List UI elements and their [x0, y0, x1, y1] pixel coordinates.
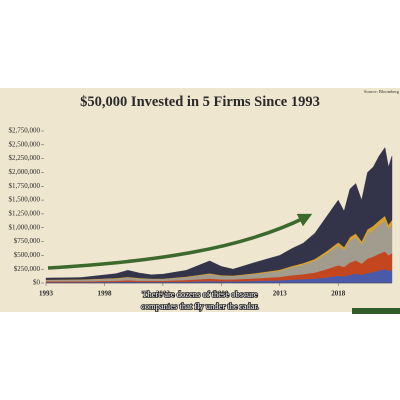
y-tick-label: $1,000,000 — [9, 223, 41, 231]
y-tick-label: $0 — [33, 279, 41, 287]
x-tick-label: 1998 — [97, 290, 112, 298]
x-tick-label: 2013 — [273, 290, 288, 298]
caption: There are dozens of these obscure — [142, 289, 258, 299]
y-tick-label: $2,250,000 — [9, 154, 41, 162]
source-note: Source: Bloomberg — [364, 89, 400, 94]
x-tick-label: 2003 — [156, 290, 171, 298]
y-tick-label: $1,750,000 — [9, 182, 41, 190]
y-tick-label: $250,000 — [14, 265, 41, 273]
plot-area: $0 $250,000 $500,000 $750,000 $1,000,000 $1,2… — [9, 127, 393, 298]
y-tick-label: $750,000 — [14, 237, 41, 245]
area-series — [45, 147, 393, 280]
y-tick-label: $500,000 — [14, 251, 41, 259]
chart-title: $50,000 Invested in 5 Firms Since 1993 — [80, 94, 320, 110]
x-tick-label: 2008 — [214, 290, 229, 298]
y-tick-label: $2,000,000 — [9, 168, 41, 176]
trend-arrow — [47, 213, 313, 270]
caption: companies that fly under the radar. — [141, 301, 259, 311]
y-tick-label: $2,500,000 — [9, 140, 41, 148]
y-tick-label: $2,750,000 — [9, 127, 41, 135]
x-tick-label: 1993 — [39, 290, 54, 298]
y-tick-label: $1,250,000 — [9, 210, 41, 218]
corner-banner — [352, 308, 400, 314]
y-tick-label: $1,500,000 — [9, 196, 41, 204]
x-tick-label: 2018 — [331, 290, 346, 298]
